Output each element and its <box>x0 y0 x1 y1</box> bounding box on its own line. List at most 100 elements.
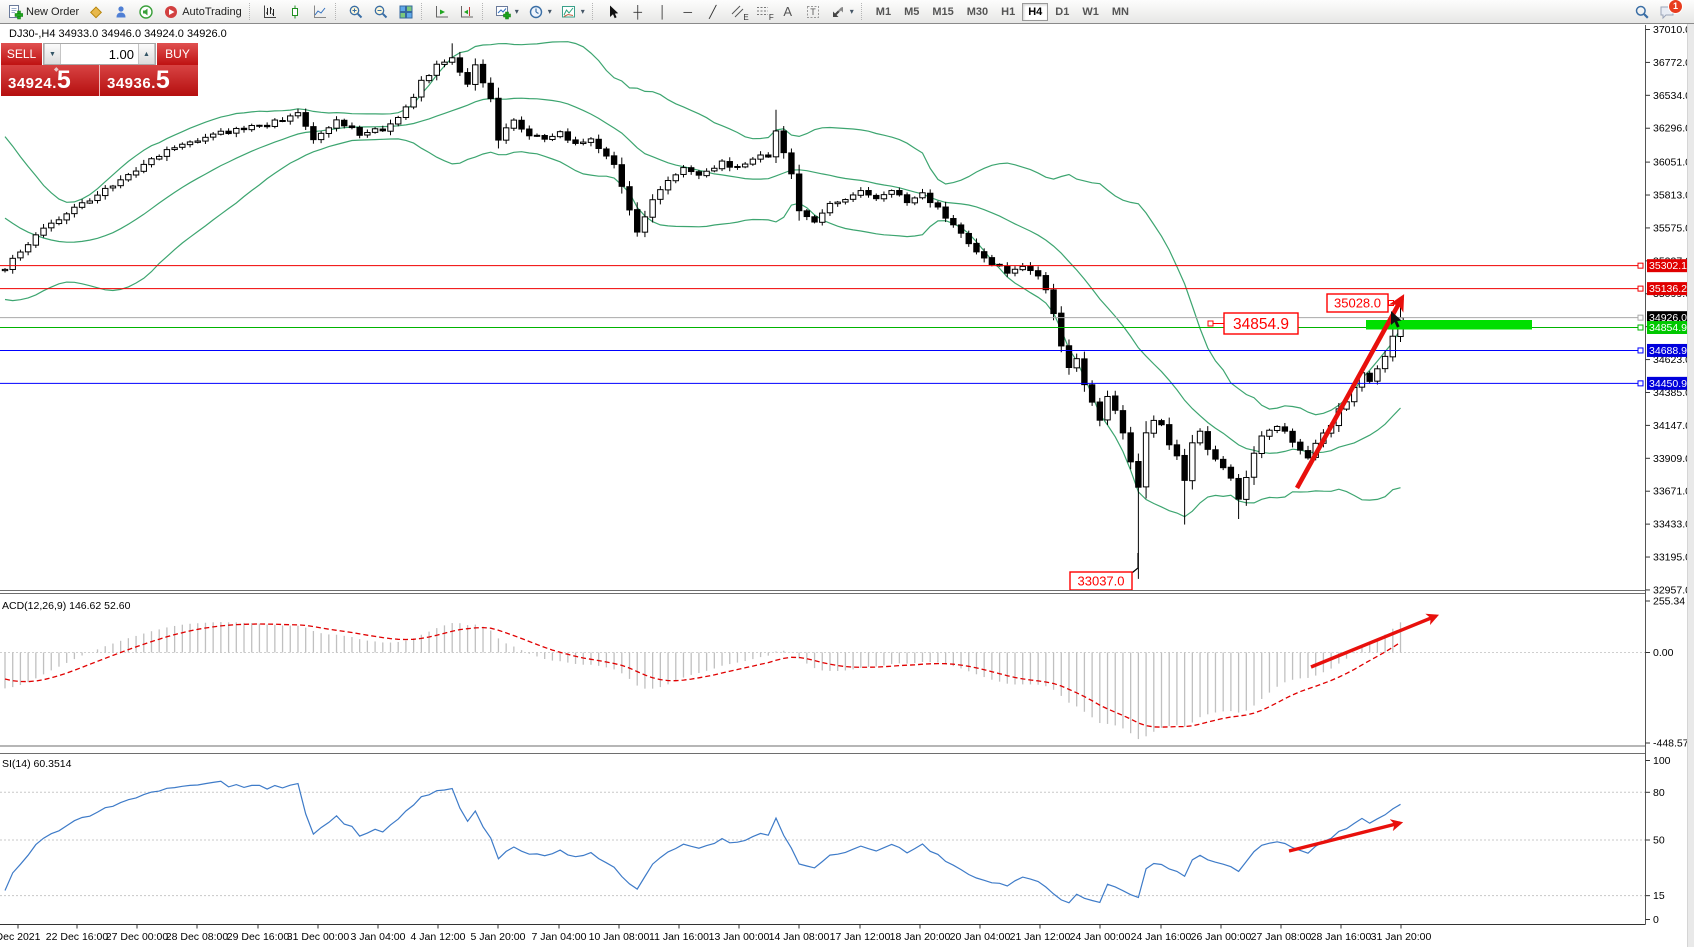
search-button[interactable] <box>1630 1 1654 23</box>
candle-body <box>927 192 934 204</box>
buy-button[interactable]: BUY <box>157 43 198 65</box>
trend-arrow[interactable] <box>1288 819 1404 853</box>
price-badge-label: 34854.9 <box>1649 322 1687 334</box>
arrows-tool-button[interactable]: ▾ <box>826 1 858 23</box>
price-level-handle[interactable] <box>1637 285 1644 292</box>
sound-button[interactable] <box>134 1 158 23</box>
candle-body <box>156 155 163 160</box>
notifications-button[interactable]: 1 <box>1655 0 1683 23</box>
line-chart-button[interactable] <box>308 1 332 23</box>
time-label: 24 Jan 00:00 <box>1070 931 1131 943</box>
fibonacci-tool-button[interactable]: F <box>751 1 775 23</box>
candle-body <box>341 119 348 127</box>
profiles-icon <box>88 4 104 20</box>
price-badge-label: 34688.9 <box>1649 345 1687 357</box>
timeframe-mn-button[interactable]: MN <box>1111 5 1129 18</box>
chevron-down-icon: ▾ <box>547 7 552 16</box>
volume-input[interactable]: 1.00 <box>108 46 134 62</box>
autotrading-icon <box>163 4 179 20</box>
volume-increase-button[interactable]: ▲ <box>138 44 155 64</box>
timeframe-h1-button[interactable]: H1 <box>1001 5 1016 18</box>
timeframe-m5-button[interactable]: M5 <box>904 5 920 18</box>
profiles-button[interactable] <box>84 1 108 23</box>
periods-button[interactable]: ▾ <box>524 1 556 23</box>
trend-arrow[interactable] <box>1294 294 1405 490</box>
sell-button[interactable]: SELL <box>1 43 42 65</box>
experts-button[interactable] <box>109 1 133 23</box>
candle-body <box>618 164 625 187</box>
candle-body <box>86 200 94 204</box>
timeframe-d1-button[interactable]: D1 <box>1055 5 1070 18</box>
price-annotation[interactable]: 35028.0 <box>1326 293 1394 313</box>
vertical-line-tool-button[interactable]: │ <box>651 1 675 23</box>
candle-body <box>965 232 972 245</box>
sell-price[interactable]: 34924. 5 <box>1 65 99 96</box>
candle-body <box>148 158 155 166</box>
price-level-handle[interactable] <box>1637 380 1644 387</box>
price-level-handle[interactable] <box>1637 324 1644 331</box>
chart-shift-button[interactable] <box>455 1 479 23</box>
tile-windows-button[interactable] <box>394 1 418 23</box>
price-annotation[interactable]: 34854.9 <box>1207 312 1299 335</box>
price-badge-label: 34450.9 <box>1649 378 1687 390</box>
rsi-tick-label: 100 <box>1653 755 1671 767</box>
candle-body <box>1196 430 1204 444</box>
candle-body <box>271 119 279 127</box>
candle-body <box>950 218 957 226</box>
volume-decrease-button[interactable]: ▼ <box>44 44 61 64</box>
candle-body <box>1150 419 1157 434</box>
candle-body <box>1096 401 1104 421</box>
horizontal-line-tool-button[interactable]: ─ <box>676 1 700 23</box>
candle-body <box>1381 355 1389 370</box>
cursor-tool-button[interactable] <box>601 1 625 23</box>
price-badge <box>1647 311 1689 325</box>
bar-chart-button[interactable] <box>258 1 282 23</box>
trend-arrow[interactable] <box>1310 613 1440 669</box>
zoom-in-button[interactable] <box>344 1 368 23</box>
auto-scroll-button[interactable] <box>430 1 454 23</box>
price-level-handle[interactable] <box>1637 314 1644 321</box>
price-annotation[interactable]: 33037.0 <box>1069 553 1139 591</box>
price-level-handle[interactable] <box>1637 347 1644 354</box>
timeframe-w1-button[interactable]: W1 <box>1082 5 1099 18</box>
candle-body <box>132 170 140 176</box>
crosshair-tool-button[interactable]: ┼ <box>626 1 650 23</box>
candle-body <box>433 63 440 76</box>
candle-body <box>24 244 32 253</box>
candlestick-icon <box>287 4 303 20</box>
candle-body <box>356 126 363 136</box>
timeframe-h4-button[interactable]: H4 <box>1022 2 1049 21</box>
highlight-zone-bar[interactable] <box>1366 320 1532 330</box>
price-tick-label: 36534.0 <box>1653 90 1691 102</box>
candle-body <box>140 163 147 172</box>
candlestick-chart-button[interactable] <box>283 1 307 23</box>
candle-body <box>711 167 718 172</box>
candle-body <box>819 212 826 223</box>
new-order-button[interactable]: New Order <box>3 1 83 23</box>
channel-tool-button[interactable]: E <box>726 1 750 23</box>
text-tool-button[interactable]: A <box>776 1 800 23</box>
indicators-button[interactable]: ▾ <box>557 1 589 23</box>
candle-body <box>1081 358 1088 386</box>
annotation-text: 35028.0 <box>1334 296 1381 311</box>
timeframe-m1-button[interactable]: M1 <box>875 5 892 18</box>
crosshair-icon: ┼ <box>633 4 643 19</box>
timeframe-m15-button[interactable]: M15 <box>932 5 954 18</box>
trendline-tool-button[interactable]: ╱ <box>701 1 725 23</box>
buy-price-main: 34936. <box>107 75 156 92</box>
rsi-tick-label: 0 <box>1653 914 1659 926</box>
price-level-handle[interactable] <box>1637 262 1644 269</box>
buy-price[interactable]: 34936. 5 <box>99 65 198 96</box>
zoom-out-button[interactable] <box>369 1 393 23</box>
time-label: 28 Jan 16:00 <box>1311 931 1372 943</box>
new-chart-button[interactable]: ▾ <box>491 1 523 23</box>
candle-body <box>957 224 965 234</box>
timeframe-m30-button[interactable]: M30 <box>966 5 989 18</box>
chart-window[interactable]: ACD(12,26,9) 146.62 52.60 SI(14) 60.3514… <box>0 24 1694 947</box>
notification-count-badge: 1 <box>1668 0 1683 14</box>
autotrading-button[interactable]: AutoTrading <box>159 1 246 23</box>
candle-body <box>55 219 63 225</box>
text-label-tool-button[interactable]: T <box>801 1 825 23</box>
candle-body <box>1189 442 1196 482</box>
candle-body <box>1027 265 1034 272</box>
